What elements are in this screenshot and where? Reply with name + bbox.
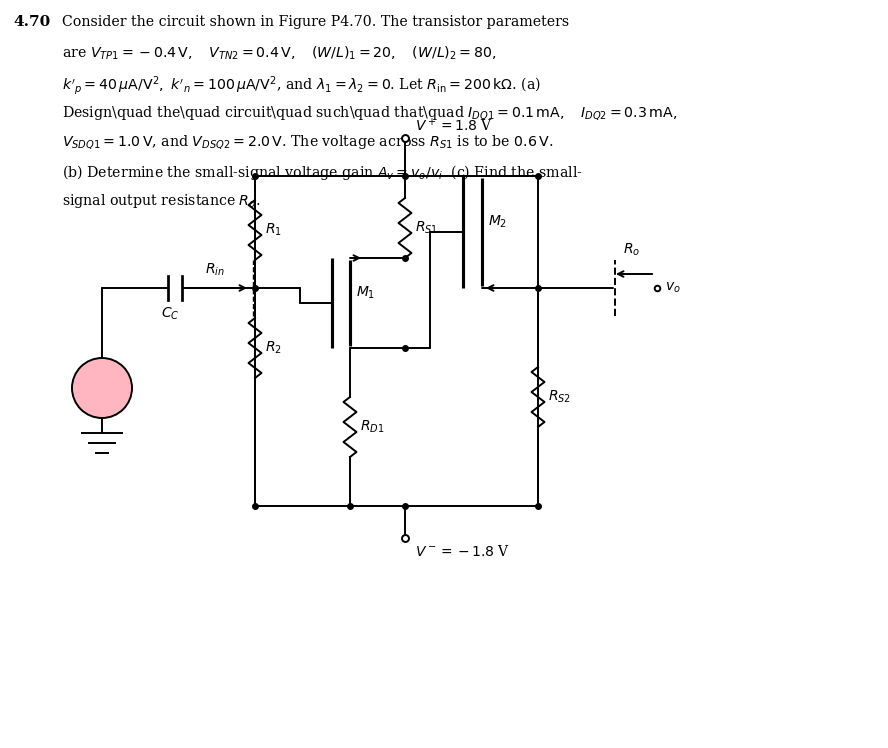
Text: Design\quad the\quad circuit\quad such\quad that\quad $I_{DQ1} = 0.1\,\mathrm{mA: Design\quad the\quad circuit\quad such\q… xyxy=(62,103,678,121)
Text: are $V_{TP1} = -0.4\,\mathrm{V},\quad V_{TN2} = 0.4\,\mathrm{V},\quad (W/L)_1 = : are $V_{TP1} = -0.4\,\mathrm{V},\quad V_… xyxy=(62,44,496,62)
Circle shape xyxy=(72,358,132,418)
Text: $R_{S1}$: $R_{S1}$ xyxy=(415,220,438,236)
Text: $R_1$: $R_1$ xyxy=(265,222,281,238)
Text: (b) Determine the small-signal voltage gain $A_v = v_o/v_i$. (c) Find the small-: (b) Determine the small-signal voltage g… xyxy=(62,162,583,182)
Text: $R_2$: $R_2$ xyxy=(265,340,281,356)
Text: Consider the circuit shown in Figure P4.70. The transistor parameters: Consider the circuit shown in Figure P4.… xyxy=(62,15,569,29)
Text: signal output resistance $R_o$.: signal output resistance $R_o$. xyxy=(62,192,260,210)
Text: 4.70: 4.70 xyxy=(13,15,51,29)
Text: $M_2$: $M_2$ xyxy=(488,214,507,230)
Text: $V^- = -1.8$ V: $V^- = -1.8$ V xyxy=(415,544,510,559)
Text: $R_{S2}$: $R_{S2}$ xyxy=(548,389,571,405)
Text: $R_{D1}$: $R_{D1}$ xyxy=(360,419,385,435)
Text: $V_{SDQ1} = 1.0\,\mathrm{V}$, and $V_{DSQ2} = 2.0\,\mathrm{V}$. The voltage acro: $V_{SDQ1} = 1.0\,\mathrm{V}$, and $V_{DS… xyxy=(62,133,553,151)
Text: −: − xyxy=(97,391,107,405)
Text: $k'_p = 40\,\mu\mathrm{A/V}^2,\ k'_n = 100\,\mu\mathrm{A/V}^2$, and $\lambda_1 =: $k'_p = 40\,\mu\mathrm{A/V}^2,\ k'_n = 1… xyxy=(62,74,541,97)
Text: $V^+ = 1.8$ V: $V^+ = 1.8$ V xyxy=(415,117,493,134)
Text: $v_o$: $v_o$ xyxy=(665,280,681,295)
Text: $v_i$: $v_i$ xyxy=(77,381,90,395)
Text: $M_1$: $M_1$ xyxy=(356,284,376,301)
Text: $R_{in}$: $R_{in}$ xyxy=(205,262,225,278)
Text: $R_o$: $R_o$ xyxy=(623,242,640,258)
Text: $C_C$: $C_C$ xyxy=(161,306,179,322)
Text: +: + xyxy=(97,372,107,384)
